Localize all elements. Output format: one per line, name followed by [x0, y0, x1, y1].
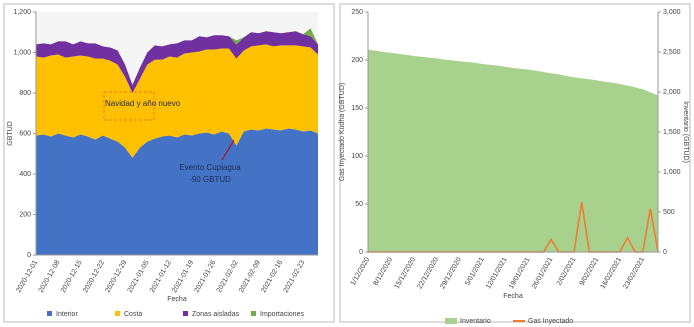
x-axis-title: Fecha — [503, 293, 523, 300]
y-tick-label: 150 — [351, 105, 363, 112]
y-tick-label: 400 — [19, 171, 31, 178]
y-tick-label: 100 — [351, 153, 363, 160]
y-tick-label: 600 — [19, 130, 31, 137]
y-tick-label: 0 — [359, 249, 363, 256]
y-axis-title: Gas Inyectado Kudha (GBTUD) — [339, 83, 346, 181]
y2-tick-label: 1,000 — [663, 169, 681, 176]
y-tick-label: 200 — [351, 57, 363, 64]
legend-marker — [115, 311, 120, 316]
legend-marker — [251, 311, 256, 316]
area — [36, 31, 318, 93]
legend-label: Interior — [56, 311, 78, 318]
y-tick-label: 200 — [19, 211, 31, 218]
annotation-box — [103, 91, 155, 121]
annotation: -90 GBTUD — [189, 175, 231, 184]
area — [36, 44, 318, 158]
legend-label: Gas Inyectado — [528, 318, 573, 325]
y2-tick-label: 3,000 — [663, 9, 681, 16]
legend-label: Inventario — [460, 318, 491, 325]
area — [36, 128, 318, 255]
annotation: Navidad y año nuevo — [105, 99, 181, 108]
y2-axis-title: Inventario (GBTUD) — [682, 101, 689, 163]
y-axis-title: GBTUD — [7, 121, 14, 146]
annotation-arrow — [221, 139, 235, 161]
y-tick-label: 800 — [19, 90, 31, 97]
legend-label: Importaciones — [260, 311, 304, 318]
y2-tick-label: 2,500 — [663, 49, 681, 56]
y2-tick-label: 2,000 — [663, 89, 681, 96]
y-tick-label: 250 — [351, 9, 363, 16]
y-tick-label: 0 — [27, 252, 31, 259]
y2-tick-label: 1,500 — [663, 129, 681, 136]
x-axis-title: Fecha — [167, 296, 187, 303]
y2-tick-label: 500 — [663, 209, 675, 216]
legend-marker — [183, 311, 188, 316]
legend-label: Zonas aisladas — [192, 311, 240, 318]
y-tick-label: 50 — [355, 201, 363, 208]
legend-marker — [47, 311, 52, 316]
y2-tick-label: 0 — [663, 249, 667, 256]
legend-marker — [445, 318, 457, 324]
y-tick-label: 1,200 — [13, 9, 31, 16]
legend-label: Costa — [124, 311, 142, 318]
y-tick-label: 1,000 — [13, 49, 31, 56]
area — [368, 49, 658, 252]
annotation: Evento Cupiagua — [179, 163, 241, 172]
